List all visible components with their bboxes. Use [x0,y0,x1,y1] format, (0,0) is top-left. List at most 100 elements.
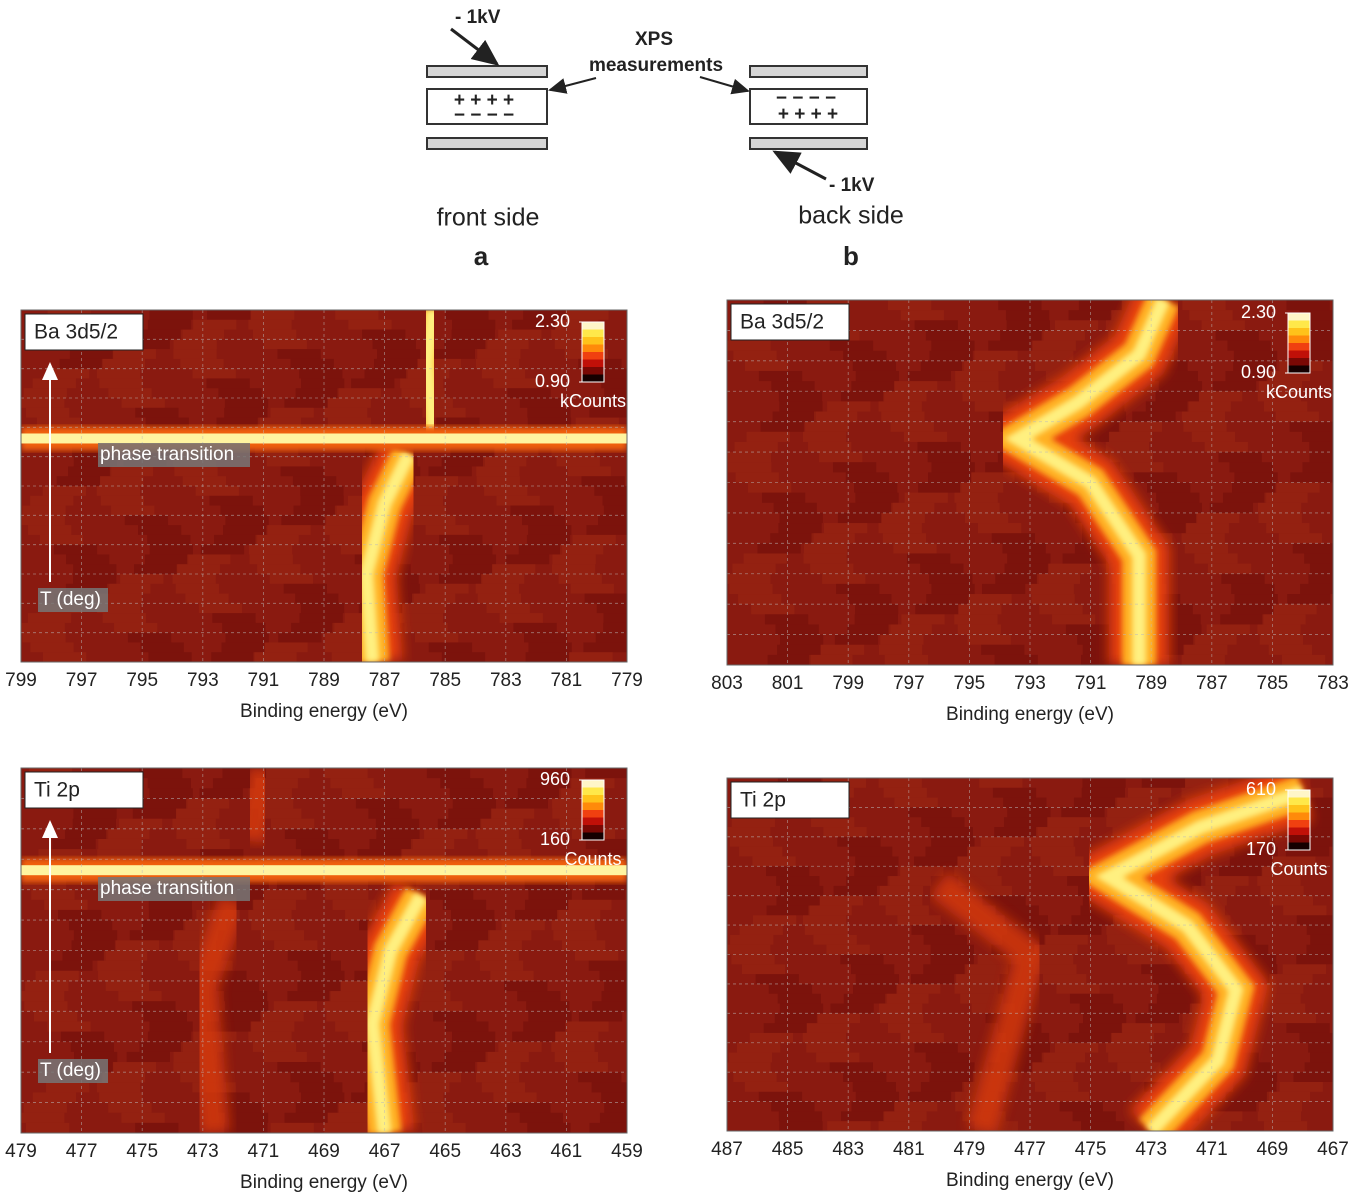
x-tick-label: 793 [187,670,219,691]
arrow [700,77,748,91]
texture [1134,472,1177,482]
texture [770,533,813,543]
annotation: phase transition [100,878,234,899]
texture [443,900,486,910]
texture [222,623,265,633]
texture [767,905,810,915]
texture [594,486,637,496]
texture [483,457,526,467]
texture [803,553,846,563]
texture [931,584,974,594]
texture [528,1011,571,1021]
texture [730,837,773,847]
x-tick-label: 795 [126,670,158,691]
texture [103,613,146,623]
texture [1049,564,1092,574]
texture [1055,1043,1098,1053]
texture [806,1043,849,1053]
texture [1287,594,1330,604]
texture [1044,935,1087,945]
texture [274,940,317,950]
texture [72,940,115,950]
texture [1006,310,1049,320]
texture [1308,320,1351,330]
texture [523,1021,566,1031]
texture [819,452,862,462]
texture [926,1053,969,1063]
texture [1107,807,1150,817]
texture [849,847,892,857]
texture [34,1011,77,1021]
texture [911,925,954,935]
colorbar-tick-label: 2.30 [535,311,570,331]
texture [604,506,647,516]
texture [1205,442,1248,452]
texture [525,900,568,910]
colorbar-tick-label: 2.30 [1241,302,1276,322]
charge: − − − − [454,105,514,126]
texture [224,408,267,418]
texture [848,594,891,604]
texture [128,633,171,643]
texture [506,554,549,564]
texture [555,1032,598,1042]
texture [581,476,624,486]
texture [1307,925,1350,935]
texture [1036,827,1079,837]
texture [104,951,147,961]
texture [1007,553,1050,563]
texture [300,496,343,506]
texture [139,768,182,778]
texture [251,920,294,930]
texture [271,1123,314,1133]
texture [223,525,266,535]
texture [978,523,1021,533]
x-tick-label: 481 [893,1139,925,1160]
texture [176,584,219,594]
texture [253,652,296,662]
x-tick-label: 471 [248,1141,280,1162]
texture [526,1001,569,1011]
texture [134,564,177,574]
texture [856,974,899,984]
texture [68,466,111,476]
texture [1264,1121,1307,1131]
texture [1229,462,1272,472]
texture [519,545,562,555]
texture [267,525,310,535]
texture [780,1004,823,1014]
texture [905,493,948,503]
texture [338,388,381,398]
texture [855,493,898,503]
arrow [775,152,826,179]
texture [70,349,113,359]
texture [572,535,615,545]
texture [604,981,647,991]
texture [71,1042,114,1052]
texture [928,472,971,482]
texture [853,361,896,371]
texture [444,1052,487,1062]
texture [841,1111,884,1121]
texture [1297,915,1340,925]
texture [225,1113,268,1123]
x-tick-label: 467 [1317,1139,1349,1160]
texture [480,961,523,971]
colorbar-band [582,360,604,368]
texture [813,935,856,945]
texture [206,378,249,388]
texture [22,506,65,516]
texture [1039,604,1082,614]
electrode [750,66,867,77]
texture [759,1092,802,1102]
texture [1305,1062,1348,1072]
colorbar-band [582,330,604,338]
texture [298,961,341,971]
texture [931,1062,974,1072]
texture [110,466,153,476]
texture [844,994,887,1004]
colorbar-tick-label: 0.90 [1241,362,1276,382]
texture [1309,452,1352,462]
texture [816,1053,859,1063]
texture [62,951,105,961]
